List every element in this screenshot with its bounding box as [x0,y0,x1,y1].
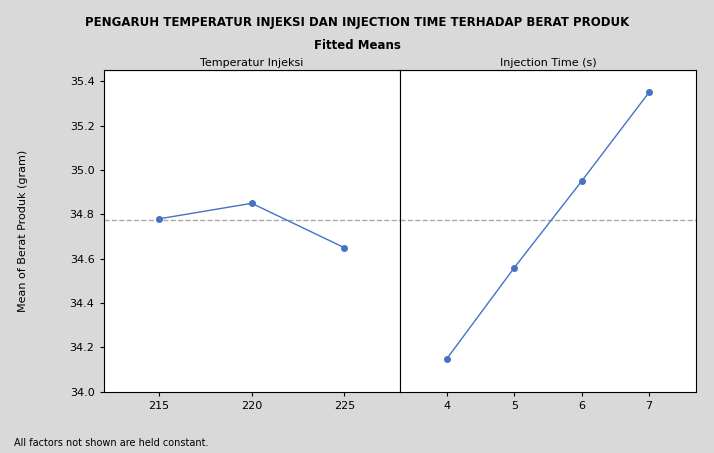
Text: Mean of Berat Produk (gram): Mean of Berat Produk (gram) [18,150,28,312]
Text: Fitted Means: Fitted Means [313,39,401,52]
Text: All factors not shown are held constant.: All factors not shown are held constant. [14,439,208,448]
Text: PENGARUH TEMPERATUR INJEKSI DAN INJECTION TIME TERHADAP BERAT PRODUK: PENGARUH TEMPERATUR INJEKSI DAN INJECTIO… [85,16,629,29]
Title: Injection Time (s): Injection Time (s) [500,58,596,68]
Title: Temperatur Injeksi: Temperatur Injeksi [200,58,303,68]
